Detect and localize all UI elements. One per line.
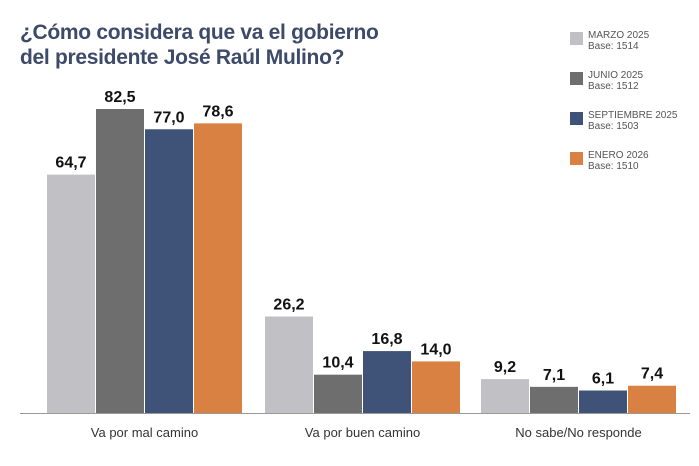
legend-series-name: MARZO 2025	[588, 30, 650, 41]
data-label: 7,1	[543, 367, 565, 384]
legend-series-name: ENERO 2026	[588, 150, 649, 161]
bar	[265, 316, 313, 413]
legend-base: Base: 1503	[588, 121, 639, 132]
data-label: 16,8	[371, 331, 402, 348]
legend-label: SEPTIEMBRE 2025 Base: 1503	[588, 110, 677, 132]
bar	[363, 351, 411, 413]
bar	[145, 129, 193, 413]
legend-base: Base: 1514	[588, 41, 639, 52]
legend-series-name: SEPTIEMBRE 2025	[588, 110, 678, 121]
legend-label: ENERO 2026 Base: 1510	[588, 150, 649, 172]
data-label: 6,1	[592, 371, 614, 388]
legend-label: MARZO 2025 Base: 1514	[588, 30, 649, 52]
data-label: 14,0	[420, 341, 451, 358]
bar	[194, 123, 242, 413]
legend-swatch	[570, 112, 583, 125]
data-label: 77,0	[153, 109, 184, 126]
bar	[412, 361, 460, 413]
bar	[314, 374, 362, 413]
title-line-1: ¿Cómo considera que va el gobierno	[20, 21, 379, 44]
bar	[579, 390, 627, 413]
legend-label: JUNIO 2025 Base: 1512	[588, 70, 643, 92]
data-label: 10,4	[322, 355, 353, 372]
legend-base: Base: 1510	[588, 161, 639, 172]
legend-swatch	[570, 32, 583, 45]
data-label: 9,2	[494, 359, 516, 376]
data-label: 64,7	[55, 155, 86, 172]
data-label: 7,4	[641, 366, 663, 383]
bar	[47, 174, 95, 413]
chart-title: ¿Cómo considera que va el gobierno del p…	[20, 20, 379, 70]
legend-swatch	[570, 152, 583, 165]
legend-swatch	[570, 72, 583, 85]
bar	[628, 385, 676, 413]
category-label: Va por buen camino	[305, 425, 420, 440]
data-label: 82,5	[104, 89, 135, 106]
category-label: No sabe/No responde	[515, 425, 641, 440]
data-label: 78,6	[202, 103, 233, 120]
bar	[481, 379, 529, 413]
title-line-2: del presidente José Raúl Mulino?	[20, 46, 345, 69]
data-label: 26,2	[273, 296, 304, 313]
legend-series-name: JUNIO 2025	[588, 70, 644, 81]
category-label: Va por mal camino	[91, 425, 198, 440]
bar	[96, 109, 144, 413]
legend-base: Base: 1512	[588, 81, 639, 92]
bar	[530, 386, 578, 413]
